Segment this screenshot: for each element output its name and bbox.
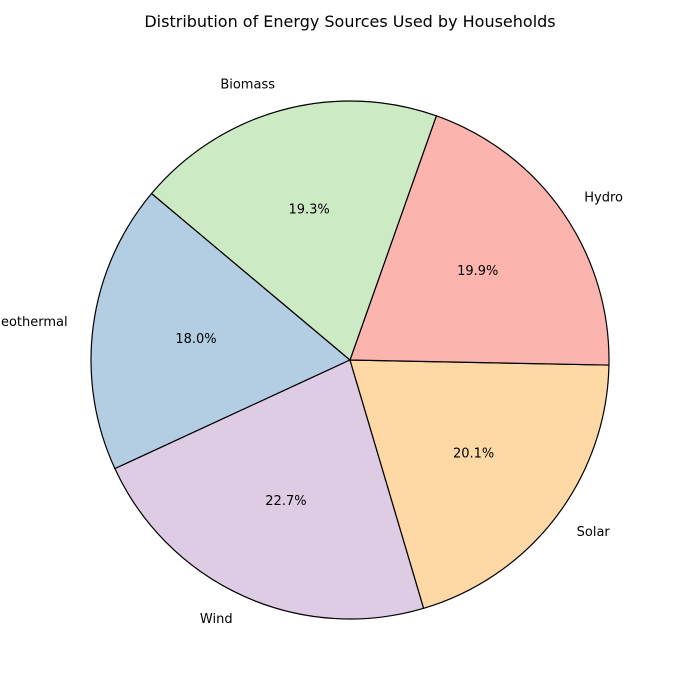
slice-percent-geothermal: 18.0% [175, 332, 216, 347]
slice-label-biomass: Biomass [220, 78, 275, 93]
slice-label-geothermal: Geothermal [0, 315, 68, 330]
pie-labels: Geothermal 18.0% Wind 22.7% Solar 20.1% Hydro 1… [0, 78, 623, 627]
pie-slice-geothermal [90, 192, 351, 470]
slice-percent-biomass: 19.3% [288, 203, 329, 218]
chart-title: Distribution of Energy Sources Used by H… [144, 12, 556, 31]
slice-percent-solar: 20.1% [453, 447, 494, 462]
pie-slice-wind [114, 359, 425, 620]
slice-percent-wind: 22.7% [265, 494, 306, 509]
pie-slices [90, 100, 610, 620]
slice-label-wind: Wind [200, 612, 233, 627]
slice-label-hydro: Hydro [584, 190, 623, 205]
pie-slice-solar [349, 359, 610, 609]
slice-label-solar: Solar [577, 525, 611, 540]
pie-slice-biomass [150, 100, 437, 361]
slice-percent-hydro: 19.9% [457, 264, 498, 279]
